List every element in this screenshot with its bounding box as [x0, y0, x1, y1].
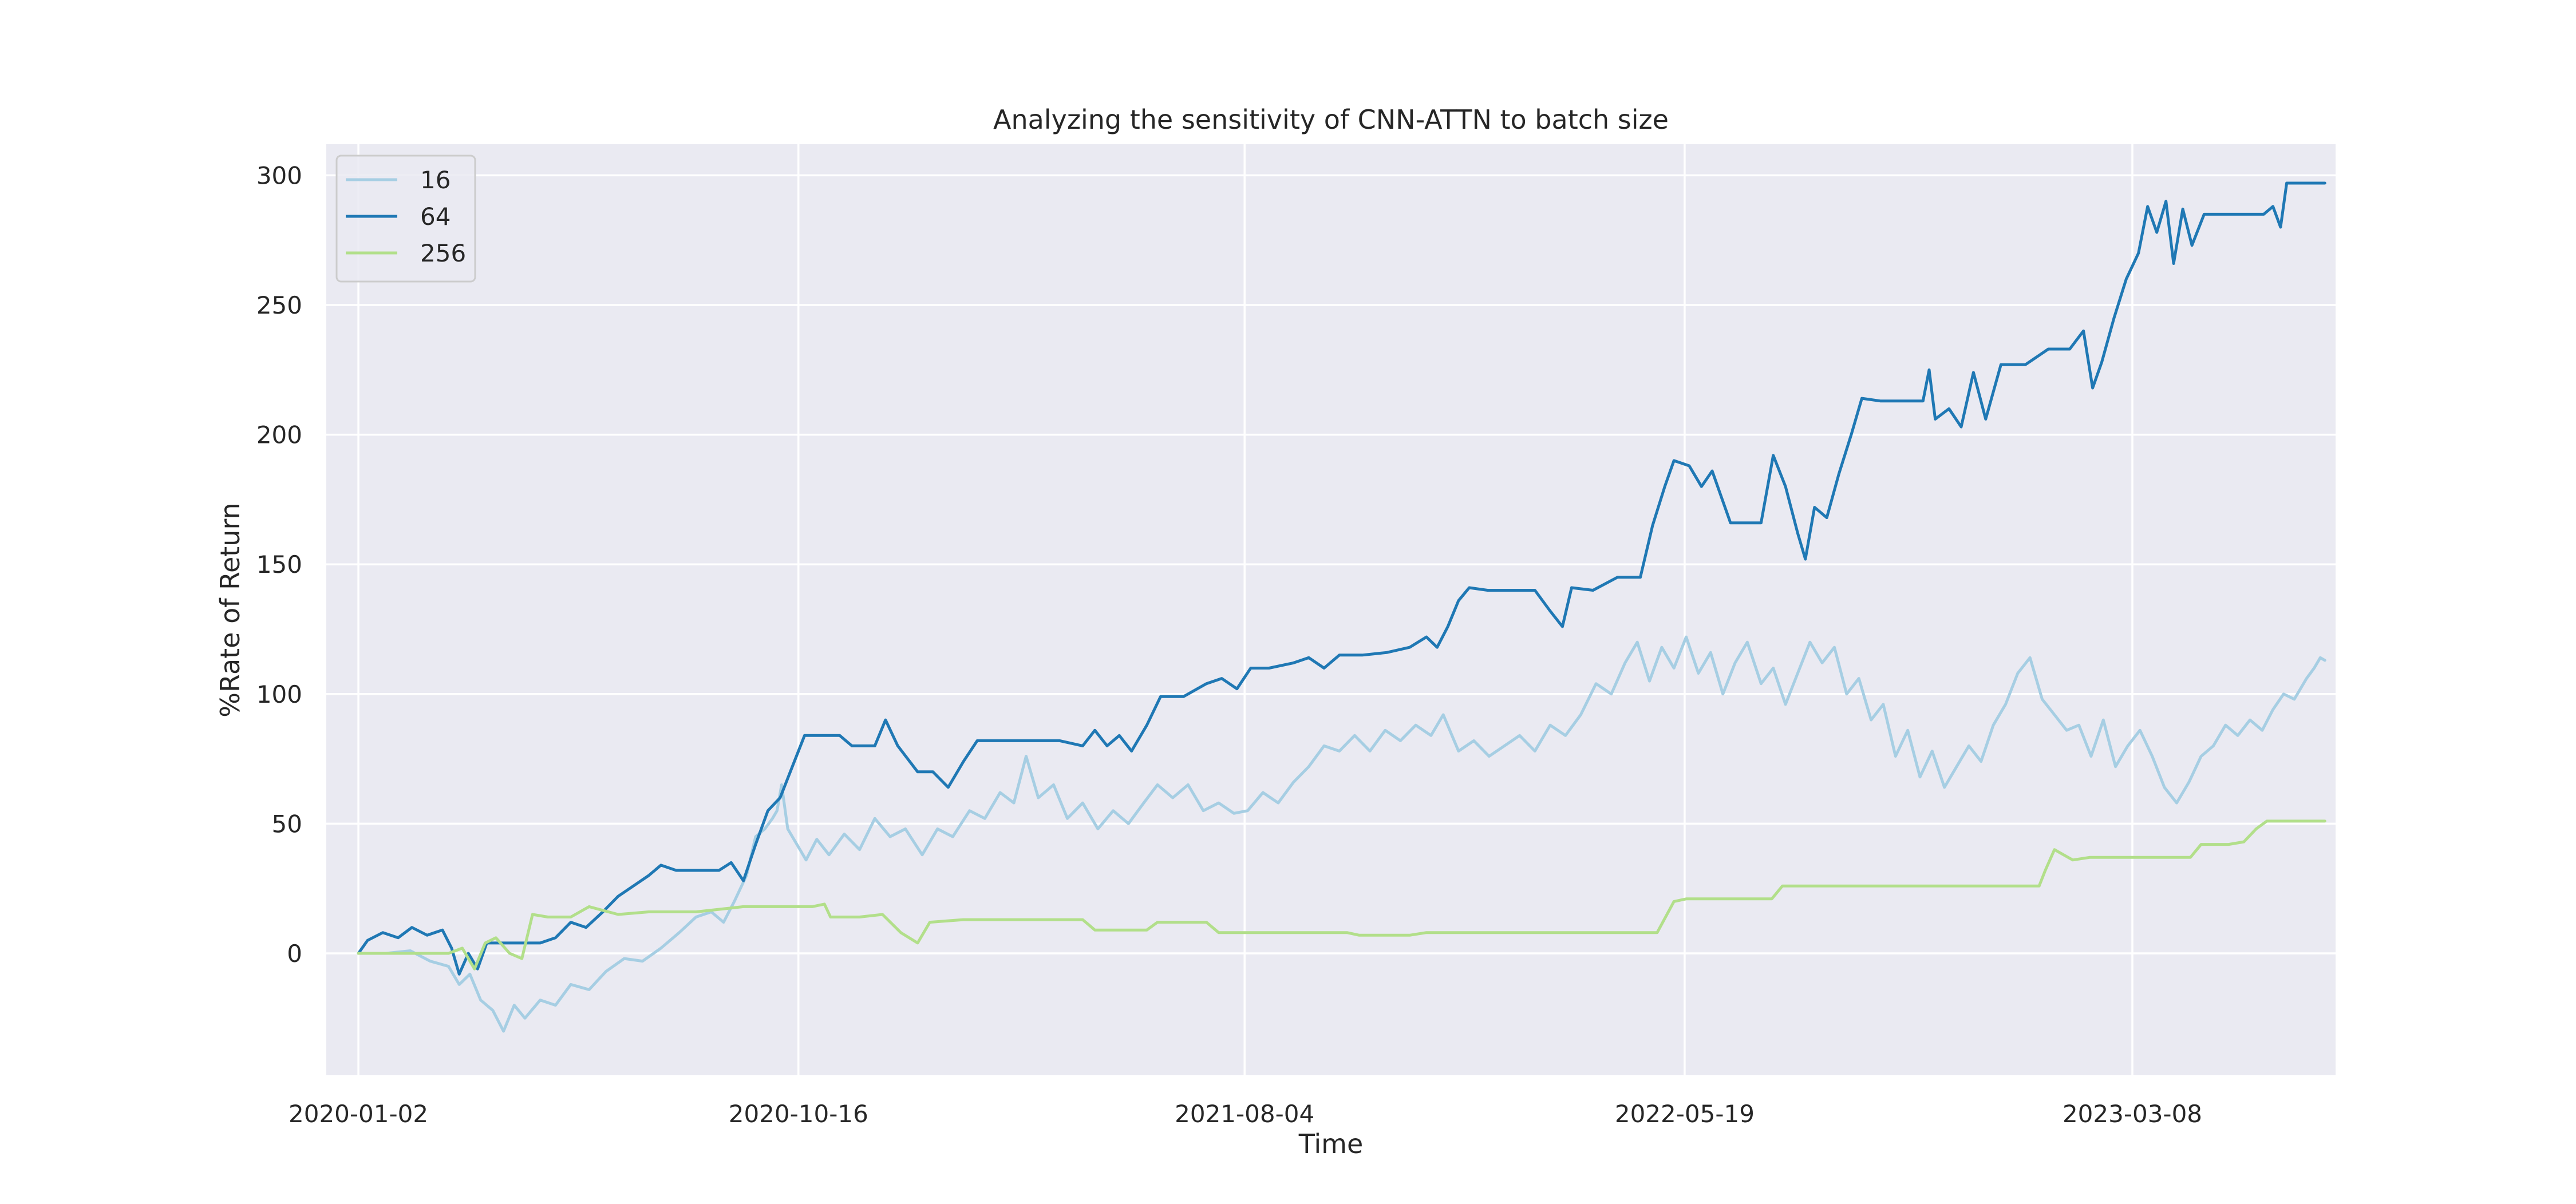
- series-group: [357, 181, 2326, 1033]
- series-line-16: [357, 635, 2326, 1033]
- y-tick-label: 0: [287, 940, 302, 968]
- legend-label-16: 16: [420, 166, 451, 194]
- x-axis-title: Time: [1298, 1128, 1364, 1159]
- y-tick-label: 250: [256, 291, 302, 319]
- x-tick-label: 2023-03-08: [2063, 1100, 2202, 1128]
- chart-title: Analyzing the sensitivity of CNN-ATTN to…: [993, 104, 1669, 135]
- y-axis-title: %Rate of Return: [215, 502, 246, 717]
- y-tick-label: 300: [256, 161, 302, 189]
- plot-background: [326, 144, 2336, 1075]
- series-line-64: [357, 181, 2326, 976]
- x-tick-label: 2020-01-02: [289, 1100, 428, 1128]
- y-tick-label: 200: [256, 421, 302, 449]
- legend: 16 64 256: [335, 155, 476, 283]
- legend-label-256: 256: [420, 239, 466, 267]
- x-tick-label: 2022-05-19: [1615, 1100, 1755, 1128]
- legend-box: [335, 155, 476, 283]
- tick-labels: 0 50 100 150 200 250 300 2020-01-02 2020-10-16 20…: [256, 161, 2202, 1128]
- series-line-256: [357, 819, 2326, 971]
- y-tick-label: 150: [256, 550, 302, 579]
- legend-label-64: 64: [420, 203, 451, 231]
- x-tick-label: 2020-10-16: [729, 1100, 868, 1128]
- y-tick-label: 50: [272, 810, 302, 838]
- grid: [326, 144, 2336, 1075]
- y-tick-label: 100: [256, 680, 302, 708]
- x-tick-label: 2021-08-04: [1175, 1100, 1314, 1128]
